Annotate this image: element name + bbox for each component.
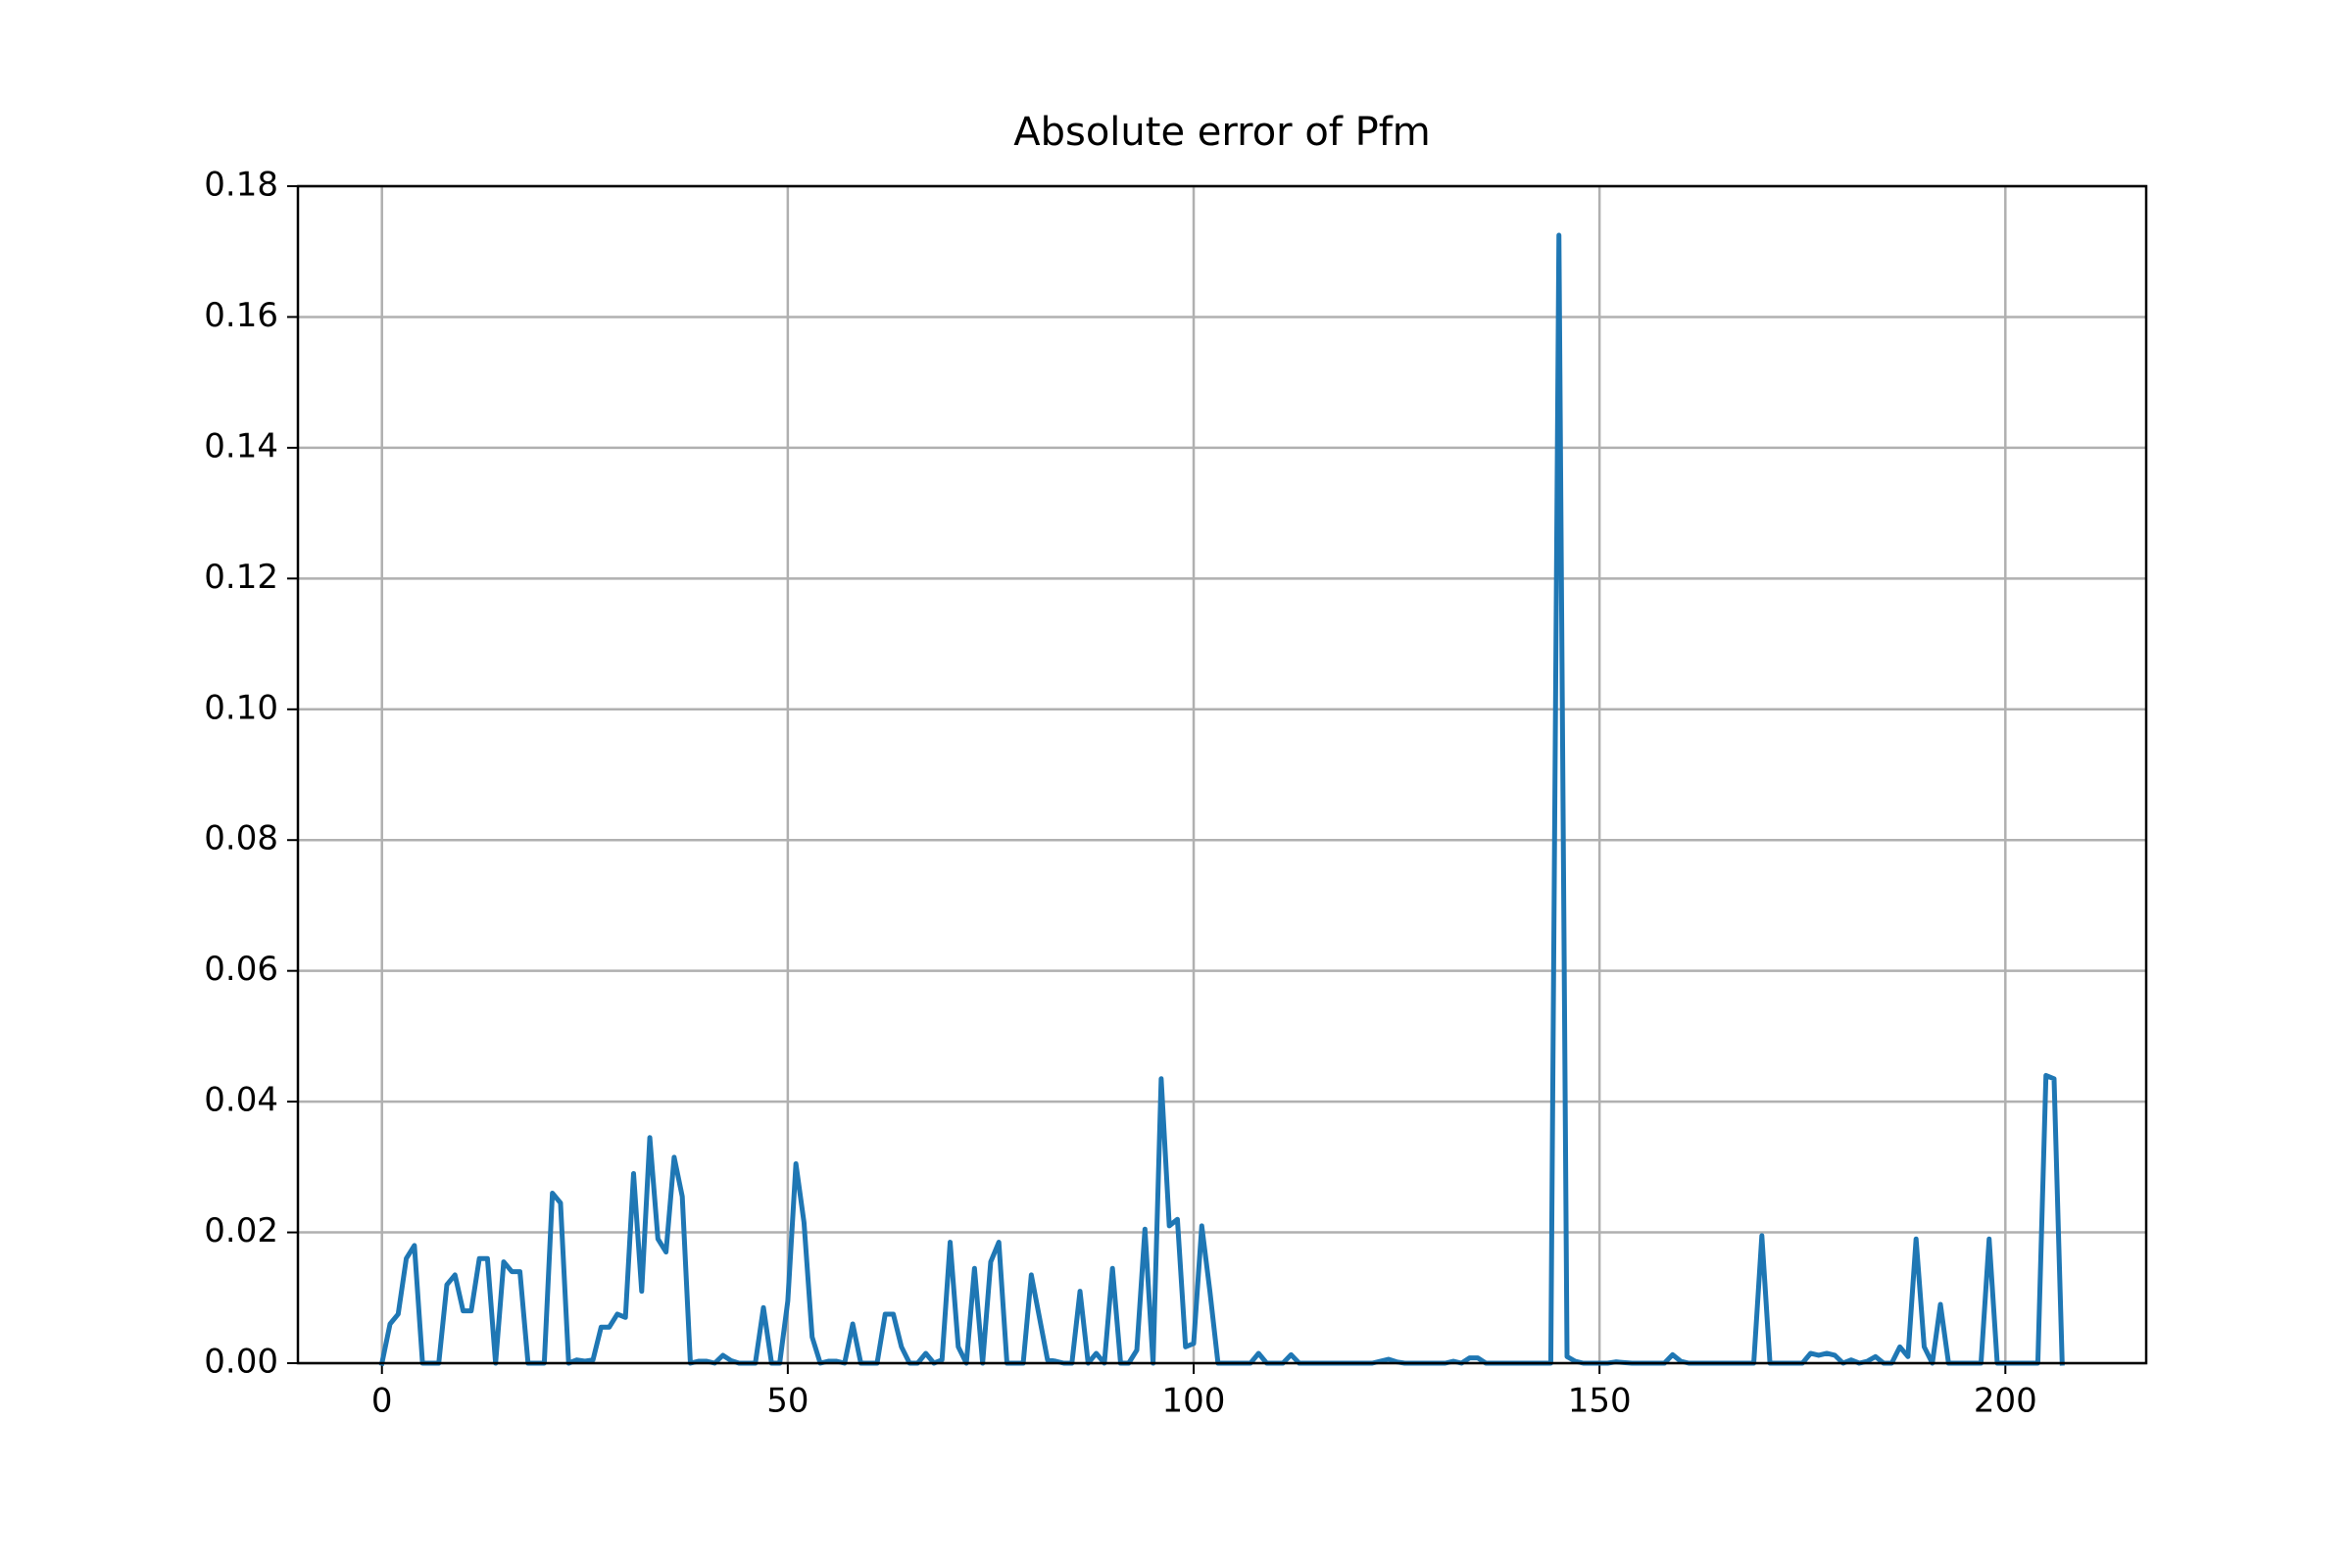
y-tick-label: 0.08 bbox=[204, 819, 278, 858]
x-tick-label: 150 bbox=[1568, 1382, 1632, 1421]
x-tick-label: 100 bbox=[1162, 1382, 1226, 1421]
chart-title: Absolute error of Pfm bbox=[1013, 110, 1431, 155]
y-tick-label: 0.06 bbox=[204, 950, 278, 989]
y-tick-label: 0.18 bbox=[204, 166, 278, 205]
plot-frame bbox=[296, 184, 2148, 1365]
x-tick-label: 200 bbox=[1974, 1382, 2037, 1421]
y-tick-label: 0.02 bbox=[204, 1211, 278, 1250]
y-tick-label: 0.04 bbox=[204, 1081, 278, 1120]
x-tick-label: 50 bbox=[766, 1382, 808, 1421]
y-tick-label: 0.00 bbox=[204, 1343, 278, 1382]
y-tick-label: 0.16 bbox=[204, 296, 278, 335]
y-tick-label: 0.10 bbox=[204, 688, 278, 727]
x-tick-label: 0 bbox=[371, 1382, 393, 1421]
y-tick-label: 0.12 bbox=[204, 558, 278, 597]
y-tick-label: 0.14 bbox=[204, 426, 278, 466]
